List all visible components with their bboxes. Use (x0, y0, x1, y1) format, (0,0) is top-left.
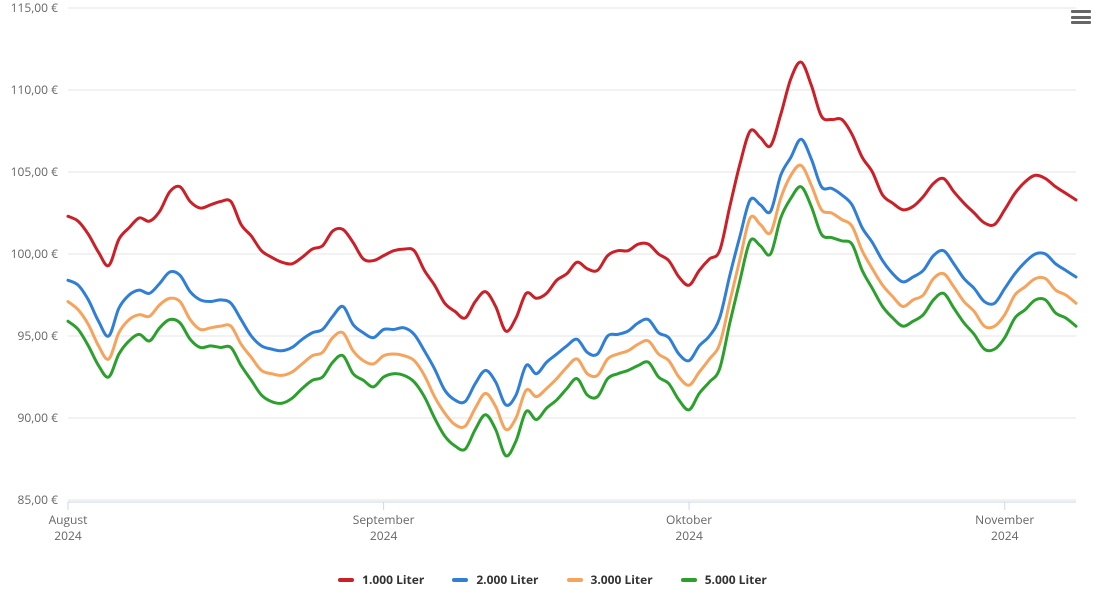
legend-swatch (681, 578, 697, 582)
legend-item[interactable]: 1.000 Liter (338, 571, 424, 588)
x-axis-tick-sublabel: 2024 (370, 527, 398, 544)
y-axis-tick-label: 110,00 € (11, 81, 59, 98)
chart-menu-button[interactable] (1069, 6, 1093, 28)
y-axis-tick-label: 105,00 € (11, 163, 59, 180)
y-axis-tick-label: 115,00 € (11, 0, 59, 16)
chart-canvas: 85,00 € 90,00 € 95,00 € 100,00 € 105,00 € 110… (0, 0, 1105, 560)
x-axis-tick-label: November (975, 511, 1034, 528)
y-axis-tick-label: 90,00 € (17, 409, 58, 426)
x-axis-tick-sublabel: 2024 (54, 527, 82, 544)
y-axis-tick-label: 85,00 € (17, 491, 58, 508)
legend: 1.000 Liter 2.000 Liter 3.000 Liter 5.000 L… (0, 571, 1105, 588)
series-line (68, 187, 1076, 456)
price-chart: 85,00 € 90,00 € 95,00 € 100,00 € 105,00 € 110… (0, 0, 1105, 602)
x-axis-tick-label: Oktober (666, 511, 712, 528)
legend-swatch (452, 578, 468, 582)
x-axis-tick-sublabel: 2024 (675, 527, 703, 544)
legend-item[interactable]: 2.000 Liter (452, 571, 538, 588)
legend-item[interactable]: 3.000 Liter (567, 571, 653, 588)
legend-item[interactable]: 5.000 Liter (681, 571, 767, 588)
x-axis-tick-label: September (353, 511, 415, 528)
legend-label: 3.000 Liter (591, 571, 653, 588)
legend-label: 1.000 Liter (362, 571, 424, 588)
legend-label: 5.000 Liter (705, 571, 767, 588)
legend-swatch (567, 578, 583, 582)
y-axis-tick-label: 95,00 € (17, 327, 58, 344)
y-axis-tick-label: 100,00 € (11, 245, 59, 262)
x-axis-tick-sublabel: 2024 (991, 527, 1019, 544)
legend-swatch (338, 578, 354, 582)
series-line (68, 139, 1076, 405)
legend-label: 2.000 Liter (476, 571, 538, 588)
series-line (68, 165, 1076, 430)
x-axis-tick-label: August (49, 511, 88, 528)
